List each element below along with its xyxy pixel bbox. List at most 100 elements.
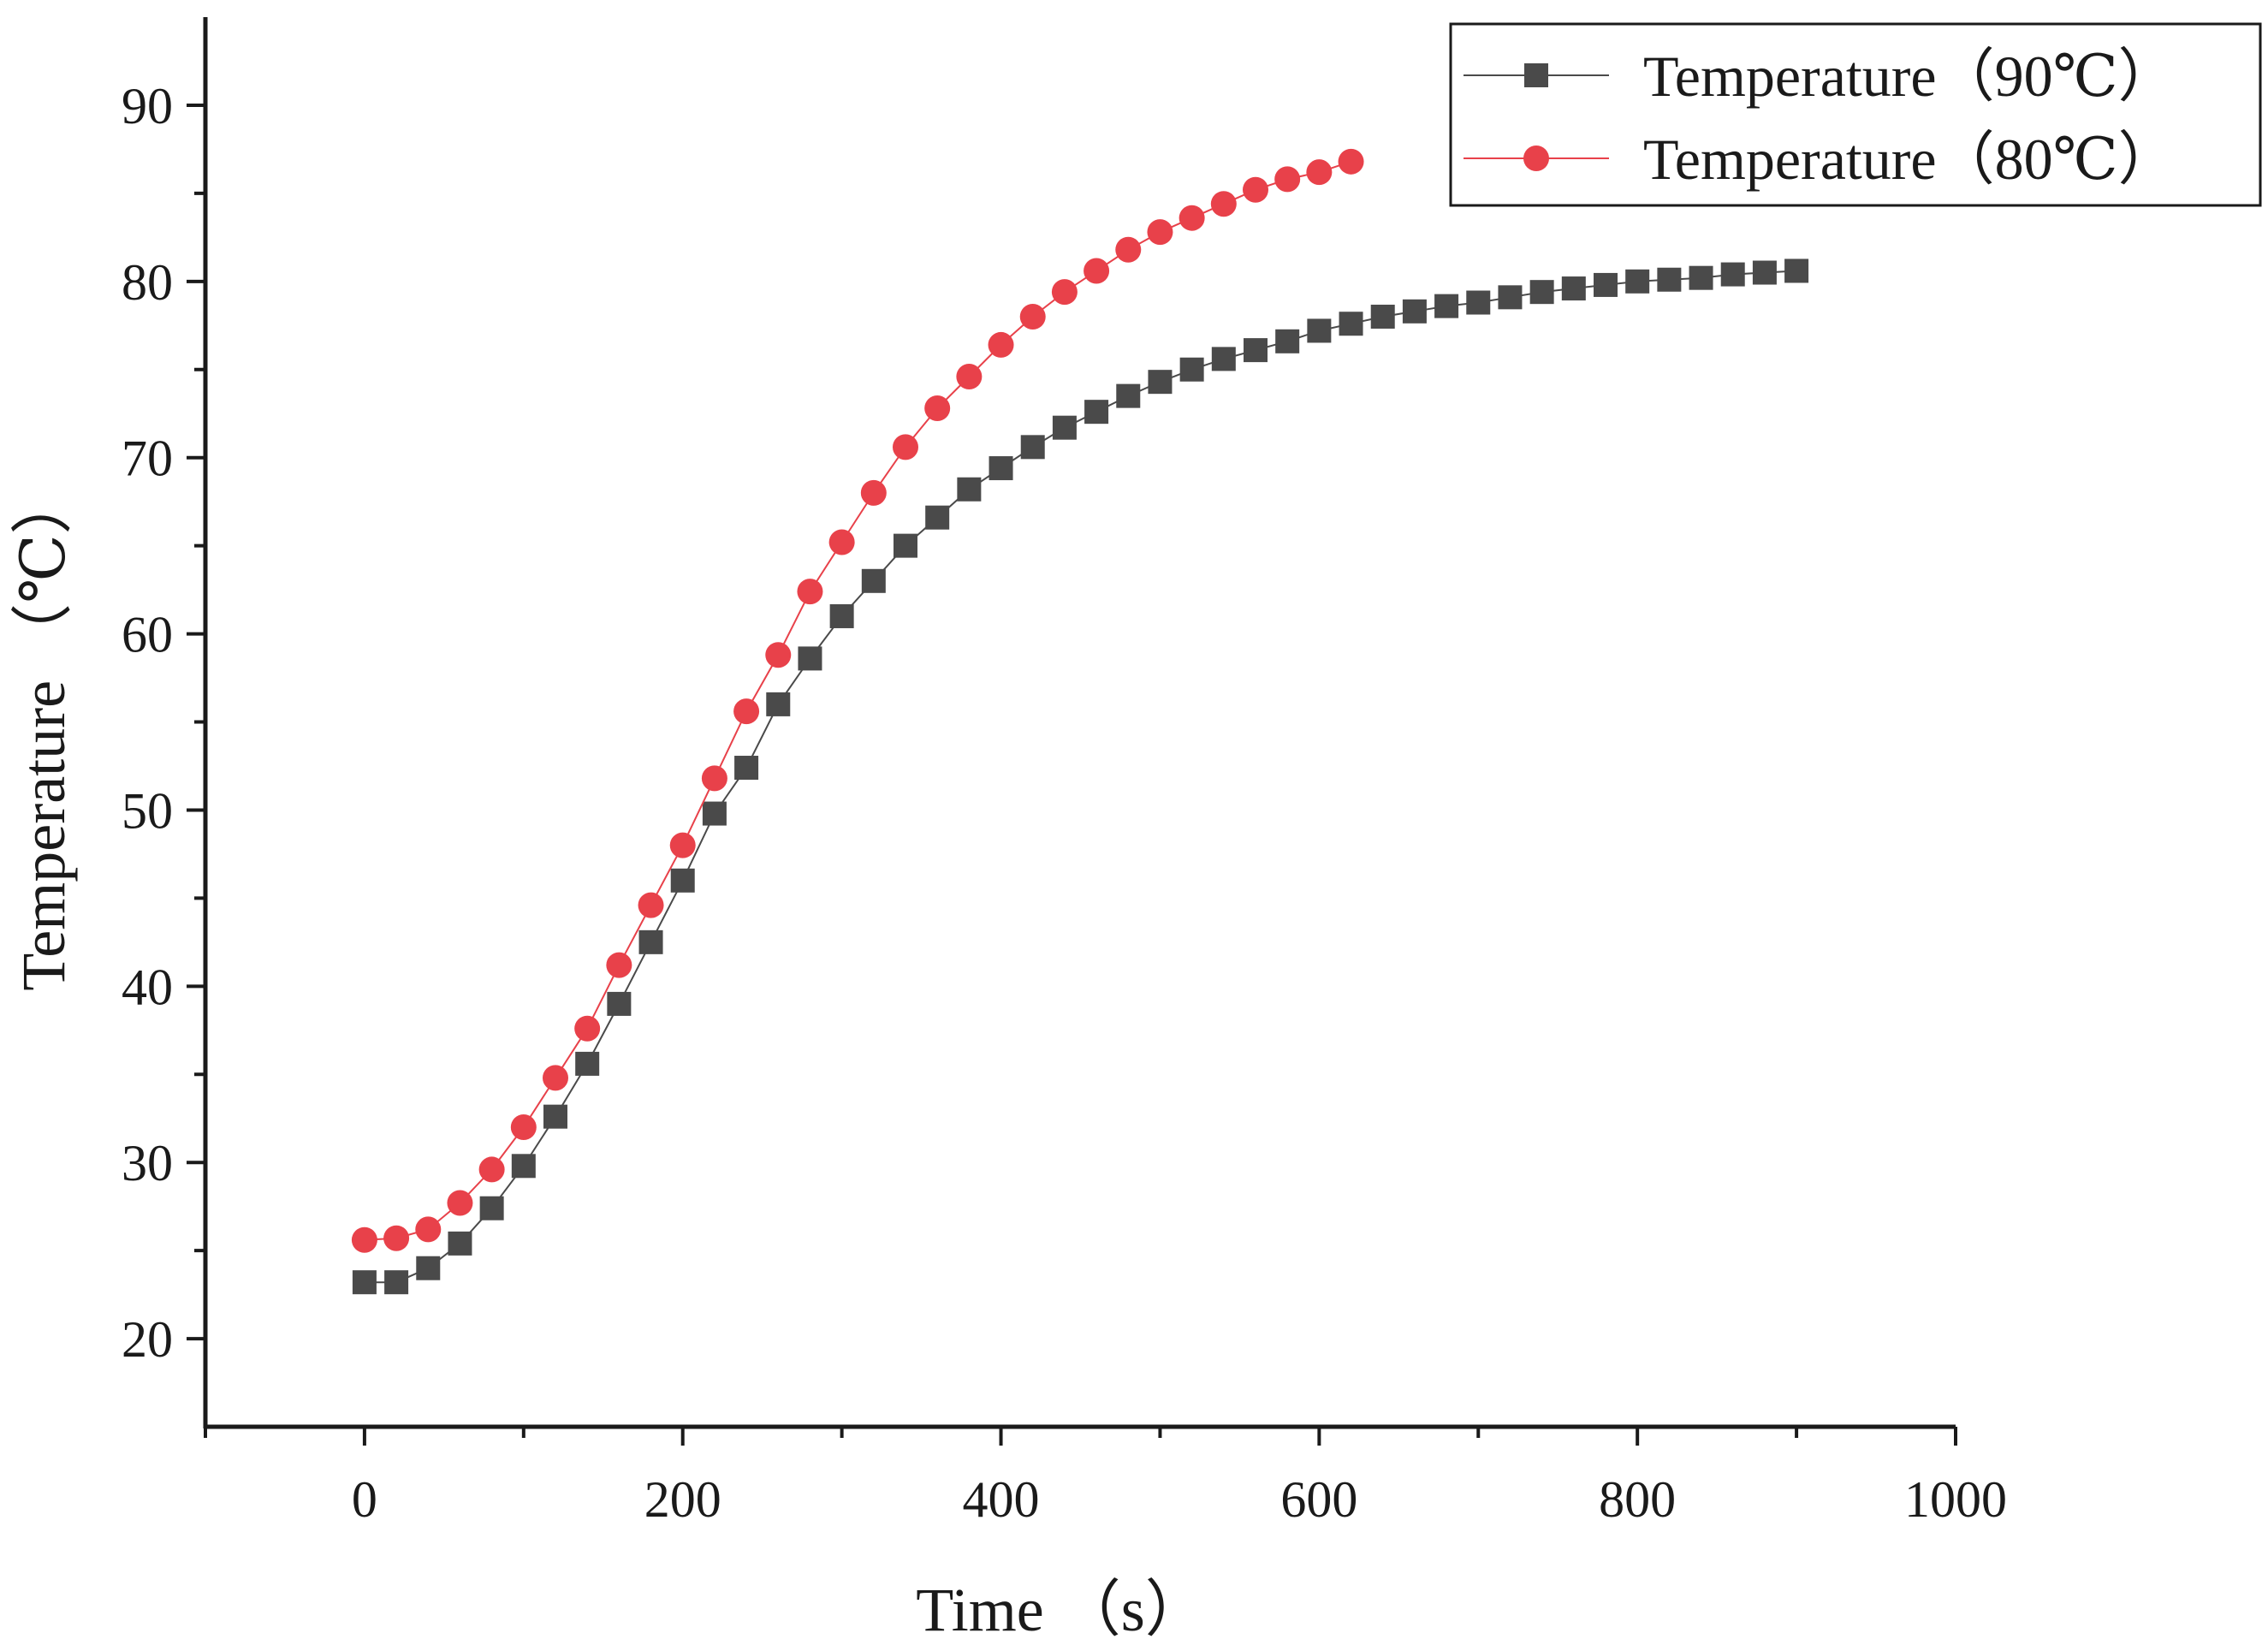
data-point-80c xyxy=(510,1114,537,1141)
data-point-90c xyxy=(766,692,791,716)
legend-label-90c: Temperature（90℃） xyxy=(1643,44,2176,109)
data-point-80c xyxy=(1147,219,1173,246)
axes: 0 200 400 600 800 1000 20 30 40 50 60 70 80 90 xyxy=(122,17,2007,1528)
series-line-1 xyxy=(364,160,1351,1241)
data-point-80c xyxy=(1338,148,1364,175)
data-point-90c xyxy=(384,1270,409,1295)
legend-box xyxy=(1449,22,2262,207)
data-point-90c xyxy=(702,801,727,826)
x-tick-label: 0 xyxy=(352,1471,377,1528)
data-point-80c xyxy=(860,479,887,506)
data-point-90c xyxy=(1657,267,1682,292)
data-point-90c xyxy=(1020,435,1045,460)
data-point-90c xyxy=(352,1270,377,1295)
data-point-90c xyxy=(416,1256,441,1280)
data-point-80c xyxy=(765,642,792,668)
legend: Temperature（90℃） Temperature（80℃） xyxy=(1449,22,2262,207)
data-point-80c xyxy=(1019,303,1046,330)
data-point-90c xyxy=(1720,262,1745,287)
y-tick-label: 90 xyxy=(122,78,173,134)
data-point-80c xyxy=(1274,166,1301,193)
data-point-90c xyxy=(1052,415,1077,440)
series-area xyxy=(351,148,1809,1295)
data-point-90c xyxy=(1561,276,1586,301)
data-point-80c xyxy=(478,1156,505,1183)
data-point-80c xyxy=(415,1216,442,1243)
data-point-90c xyxy=(448,1231,472,1256)
x-axis-title: Time （s） xyxy=(916,1576,1206,1644)
data-point-80c xyxy=(1306,159,1333,186)
data-point-80c xyxy=(1115,236,1142,263)
data-point-90c xyxy=(1148,370,1173,395)
data-point-80c xyxy=(797,579,823,605)
series-line-0 xyxy=(364,270,1797,1284)
data-point-90c xyxy=(1529,280,1554,305)
legend-label-80c: Temperature（80℃） xyxy=(1643,127,2176,192)
x-tick-label: 1000 xyxy=(1904,1471,2007,1528)
data-point-80c xyxy=(988,331,1014,358)
data-point-80c xyxy=(893,434,918,460)
data-point-90c xyxy=(638,929,663,954)
data-point-90c xyxy=(1784,258,1809,283)
data-point-90c xyxy=(1244,338,1268,363)
data-point-90c xyxy=(479,1196,504,1220)
data-point-90c xyxy=(1211,347,1236,371)
data-point-90c xyxy=(1339,312,1363,336)
data-point-80c xyxy=(1243,176,1268,203)
data-point-90c xyxy=(1466,290,1491,315)
axis-labels: Time （s） Temperature （℃） xyxy=(9,472,1207,1644)
y-tick-label: 30 xyxy=(122,1135,173,1191)
data-point-80c xyxy=(606,952,632,978)
x-tick-label: 800 xyxy=(1599,1471,1676,1528)
legend-marker-square xyxy=(1524,63,1548,87)
y-tick-label: 70 xyxy=(122,431,173,487)
y-tick-label: 20 xyxy=(122,1311,173,1368)
data-point-80c xyxy=(701,765,727,792)
data-point-90c xyxy=(1370,304,1395,329)
y-axis-title: Temperature （℃） xyxy=(9,472,78,990)
data-point-90c xyxy=(670,868,695,893)
data-point-90c xyxy=(989,456,1013,481)
y-tick-label: 40 xyxy=(122,959,173,1015)
data-point-80c xyxy=(1084,258,1110,284)
data-point-90c xyxy=(1116,383,1141,408)
data-point-90c xyxy=(1498,285,1523,310)
data-point-90c xyxy=(1275,329,1300,353)
data-point-90c xyxy=(1752,260,1777,285)
data-point-80c xyxy=(447,1190,473,1216)
data-point-90c xyxy=(1625,269,1650,294)
y-tick-label: 80 xyxy=(122,254,173,311)
data-point-80c xyxy=(924,395,951,422)
data-point-90c xyxy=(894,533,917,558)
data-point-80c xyxy=(383,1225,410,1251)
data-point-90c xyxy=(1689,265,1713,290)
data-point-90c xyxy=(861,568,886,593)
x-tick-label: 200 xyxy=(644,1471,721,1528)
data-point-90c xyxy=(1434,294,1459,318)
x-tick-label: 400 xyxy=(963,1471,1040,1528)
data-point-80c xyxy=(733,698,760,725)
data-point-90c xyxy=(1594,272,1618,297)
data-point-90c xyxy=(511,1154,536,1179)
data-point-80c xyxy=(543,1065,568,1091)
data-point-80c xyxy=(1210,191,1237,217)
data-point-80c xyxy=(1051,279,1078,306)
data-point-90c xyxy=(1179,357,1204,382)
data-point-90c xyxy=(925,505,950,530)
data-point-90c xyxy=(957,477,982,502)
x-tick-label: 600 xyxy=(1280,1471,1357,1528)
data-point-90c xyxy=(543,1104,567,1129)
data-point-80c xyxy=(351,1226,377,1253)
data-point-80c xyxy=(574,1015,601,1042)
data-point-90c xyxy=(607,991,632,1016)
data-point-90c xyxy=(1307,318,1332,343)
legend-marker-circle xyxy=(1523,146,1549,171)
data-point-90c xyxy=(734,756,759,781)
data-point-90c xyxy=(1084,400,1109,425)
y-tick-label: 50 xyxy=(122,782,173,839)
data-point-80c xyxy=(956,363,983,389)
data-point-80c xyxy=(1179,205,1205,231)
data-point-80c xyxy=(669,832,696,858)
